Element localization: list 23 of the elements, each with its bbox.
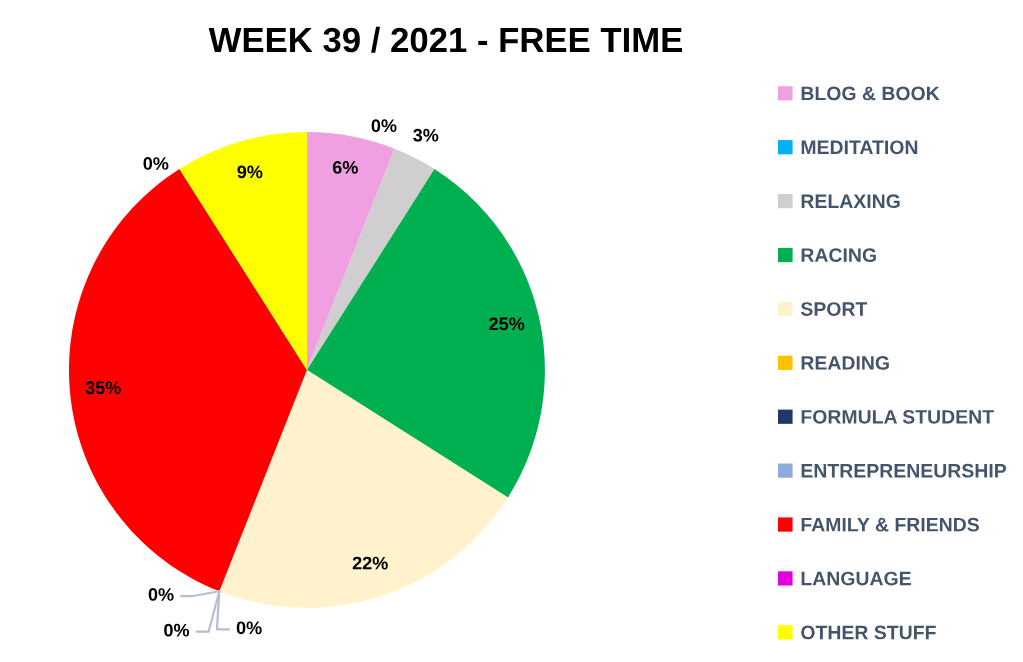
text: 0% xyxy=(143,157,169,170)
legend-label: READING xyxy=(801,356,889,370)
legend-label: FORMULA STUDENT xyxy=(801,409,994,424)
text: 0% xyxy=(371,119,397,133)
legend-label: RELAXING xyxy=(801,194,900,209)
data-label: 6% xyxy=(332,161,358,174)
legend-label: FAMILY & FRIENDS xyxy=(801,517,979,532)
chart-title: WEEK 39 / 2021 - FREE TIME xyxy=(208,26,682,53)
legend-label: LANGUAGE xyxy=(801,571,911,586)
legend-label: MEDITATION xyxy=(801,140,918,155)
text: 0% xyxy=(148,588,174,601)
legend-label: RACING xyxy=(801,248,876,262)
data-label: 35% xyxy=(85,381,121,395)
legend-label: SPORT xyxy=(800,302,868,316)
legend-label: BLOG & BOOK xyxy=(801,86,940,101)
legend-label: OTHER STUFF xyxy=(801,625,936,640)
data-label: 3% xyxy=(413,128,439,142)
text: 0% xyxy=(164,623,190,637)
legend-label: ENTREPRENEURSHIP xyxy=(801,463,1007,478)
text: 0% xyxy=(236,621,262,635)
data-label: 22% xyxy=(352,556,388,570)
data-label: 9% xyxy=(237,165,263,179)
data-label: 25% xyxy=(489,317,525,331)
